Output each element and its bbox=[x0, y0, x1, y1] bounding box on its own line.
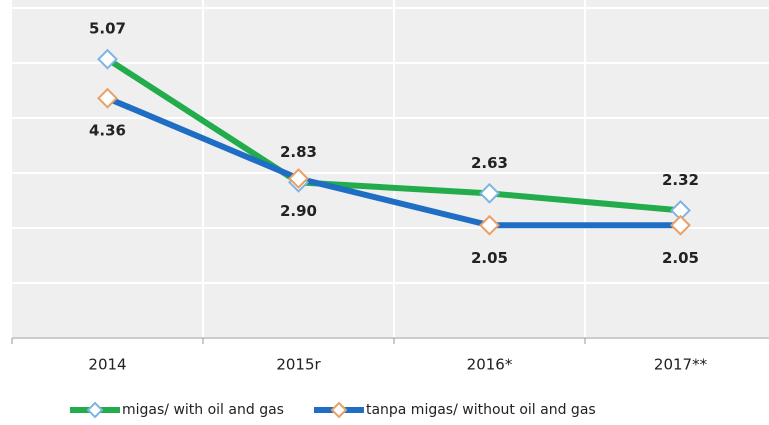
series-line bbox=[106, 95, 681, 229]
series-line bbox=[105, 56, 681, 214]
legend-marker bbox=[330, 401, 348, 419]
data-label: 2.05 bbox=[471, 249, 508, 267]
legend-label: migas/ with oil and gas bbox=[122, 402, 284, 418]
marker bbox=[479, 214, 500, 236]
marker bbox=[479, 182, 500, 204]
data-label: 2.63 bbox=[471, 154, 508, 172]
data-label: 4.36 bbox=[89, 122, 126, 140]
x-tick-label: 2014 bbox=[88, 356, 126, 374]
data-label: 2.05 bbox=[662, 249, 699, 267]
data-label: 2.90 bbox=[280, 202, 317, 220]
x-tick-label: 2016* bbox=[467, 356, 513, 374]
marker bbox=[288, 168, 309, 189]
marker bbox=[97, 87, 118, 109]
plot-background bbox=[12, 0, 769, 338]
data-label: 2.83 bbox=[280, 143, 317, 161]
marker bbox=[97, 48, 118, 70]
legend-marker bbox=[86, 401, 104, 419]
x-tick-label: 2017** bbox=[654, 356, 708, 374]
marker bbox=[670, 214, 691, 236]
x-tick-label: 2015r bbox=[276, 356, 321, 374]
data-label: 5.07 bbox=[89, 20, 126, 38]
legend-label: tanpa migas/ without oil and gas bbox=[366, 402, 596, 418]
data-label: 2.32 bbox=[662, 171, 699, 189]
